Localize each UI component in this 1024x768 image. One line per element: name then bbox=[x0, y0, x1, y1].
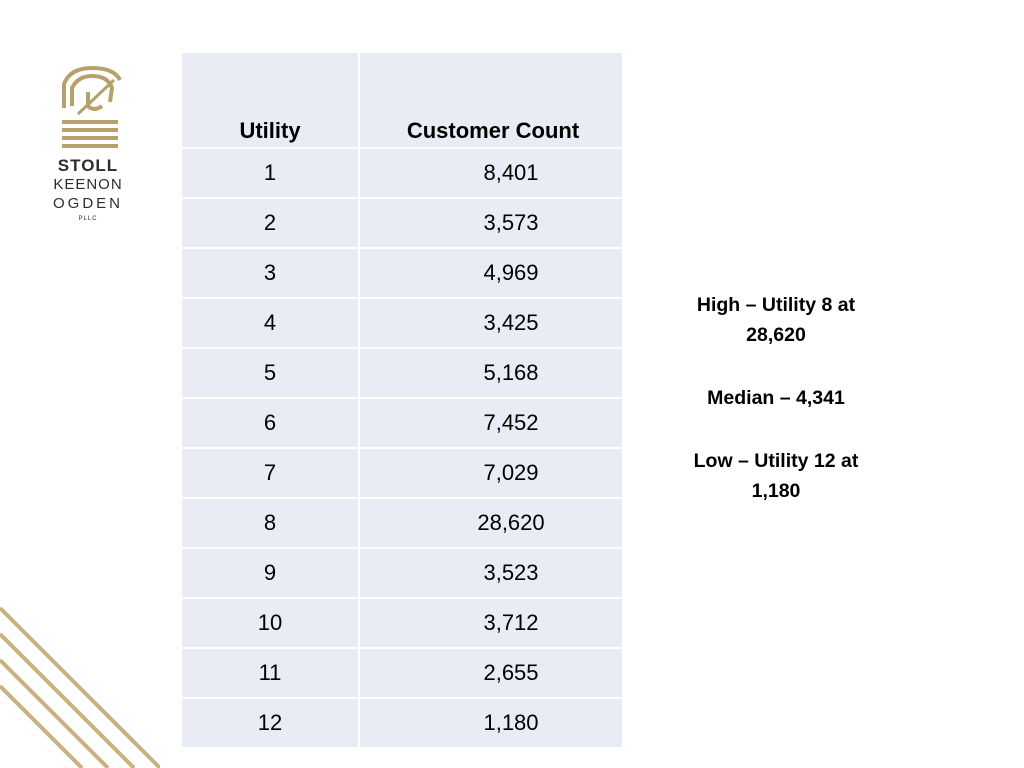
table-row: 10 3,712 bbox=[180, 597, 624, 649]
summary-stats: High – Utility 8 at 28,620 Median – 4,34… bbox=[668, 290, 884, 506]
header-customer-count: Customer Count bbox=[358, 51, 624, 149]
count-cell: 3,573 bbox=[358, 197, 624, 249]
high-stat-line1: High – Utility 8 at bbox=[696, 294, 856, 316]
utility-cell: 8 bbox=[180, 497, 360, 549]
firm-name: STOLL KEENON OGDEN PLLC bbox=[48, 156, 128, 224]
knight-emblem-icon bbox=[62, 65, 122, 148]
count-cell: 2,655 bbox=[358, 647, 624, 699]
table-header-row: Utility Customer Count bbox=[180, 51, 624, 149]
high-stat-line2: 28,620 bbox=[746, 324, 806, 346]
utility-cell: 6 bbox=[180, 397, 360, 449]
count-cell: 4,969 bbox=[358, 247, 624, 299]
count-cell: 3,712 bbox=[358, 597, 624, 649]
table-row: 5 5,168 bbox=[180, 347, 624, 399]
table-row: 9 3,523 bbox=[180, 547, 624, 599]
firm-logo: STOLL KEENON OGDEN PLLC bbox=[48, 62, 128, 224]
count-cell: 7,029 bbox=[358, 447, 624, 499]
table-row: 6 7,452 bbox=[180, 397, 624, 449]
table-row: 4 3,425 bbox=[180, 297, 624, 349]
count-cell: 3,425 bbox=[358, 297, 624, 349]
utility-cell: 5 bbox=[180, 347, 360, 399]
median-stat: Median – 4,341 bbox=[707, 387, 845, 409]
utility-cell: 3 bbox=[180, 247, 360, 299]
count-cell: 5,168 bbox=[358, 347, 624, 399]
table-row: 3 4,969 bbox=[180, 247, 624, 299]
logo-line-stoll: STOLL bbox=[57, 156, 119, 175]
utility-customer-table: Utility Customer Count 1 8,401 2 3,573 3 4,… bbox=[180, 51, 624, 749]
table-row: 7 7,029 bbox=[180, 447, 624, 499]
logo-line-keenon: KEENON bbox=[53, 176, 123, 193]
logo-line-pllc: PLLC bbox=[78, 216, 98, 222]
utility-cell: 2 bbox=[180, 197, 360, 249]
low-stat-line1: Low – Utility 12 at bbox=[693, 450, 859, 472]
low-stat-line2: 1,180 bbox=[751, 480, 801, 502]
utility-cell: 12 bbox=[180, 697, 360, 749]
count-cell: 3,523 bbox=[358, 547, 624, 599]
header-utility: Utility bbox=[180, 51, 360, 149]
table-row: 11 2,655 bbox=[180, 647, 624, 699]
table-row: 2 3,573 bbox=[180, 197, 624, 249]
table-row: 1 8,401 bbox=[180, 147, 624, 199]
utility-cell: 7 bbox=[180, 447, 360, 499]
utility-cell: 1 bbox=[180, 147, 360, 199]
table-row: 12 1,180 bbox=[180, 697, 624, 749]
utility-cell: 4 bbox=[180, 297, 360, 349]
utility-cell: 9 bbox=[180, 547, 360, 599]
table-row: 8 28,620 bbox=[180, 497, 624, 549]
count-cell: 8,401 bbox=[358, 147, 624, 199]
logo-line-ogden: OGDEN bbox=[52, 195, 123, 212]
utility-cell: 10 bbox=[180, 597, 360, 649]
utility-cell: 11 bbox=[180, 647, 360, 699]
count-cell: 28,620 bbox=[358, 497, 624, 549]
gold-diagonal-stripes bbox=[0, 606, 160, 768]
count-cell: 1,180 bbox=[358, 697, 624, 749]
count-cell: 7,452 bbox=[358, 397, 624, 449]
